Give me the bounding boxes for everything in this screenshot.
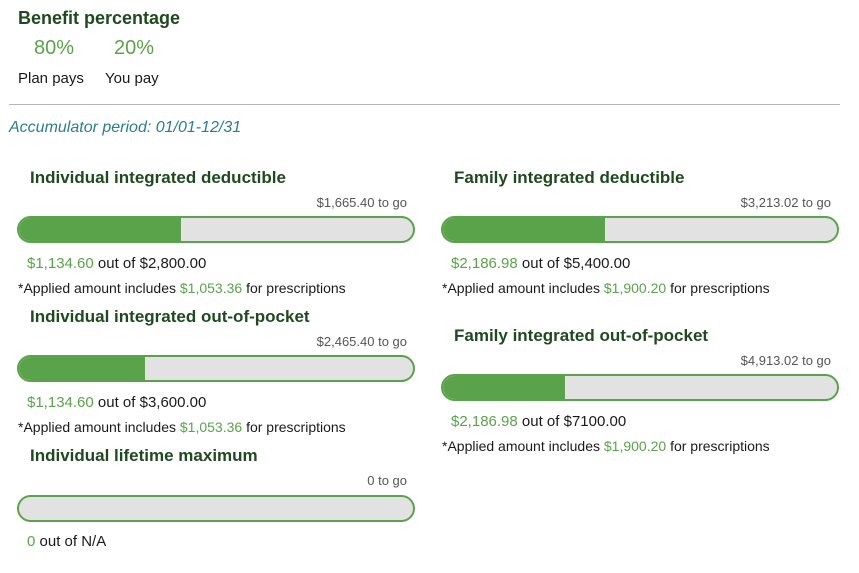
applied-amount-line: $2,186.98 out of $5,400.00 (451, 255, 630, 272)
prescription-amount: $1,053.36 (179, 419, 243, 435)
you-pay-label: You pay (105, 70, 159, 87)
applied-amount: $1,134.60 (27, 394, 94, 411)
section-title: Individual lifetime maximum (30, 446, 258, 465)
to-go-amount: 0 to go (367, 473, 407, 488)
benefit-percentage-title: Benefit percentage (18, 8, 181, 28)
applied-amount-line: $1,134.60 out of $2,800.00 (27, 255, 206, 272)
prescription-amount: $1,053.36 (179, 280, 243, 296)
progress-bar-fill (443, 376, 566, 399)
note-suffix: for prescriptions (246, 419, 346, 435)
prescriptions-note: *Applied amount includes $1,053.36 for p… (18, 419, 346, 435)
accumulator-period: Accumulator period: 01/01-12/31 (9, 119, 242, 136)
total-amount: $5,400.00 (563, 255, 631, 272)
progress-bar-fill (19, 357, 146, 380)
section-title: Individual integrated out-of-pocket (30, 307, 310, 326)
note-suffix: for prescriptions (670, 438, 770, 454)
applied-amount-line: $1,134.60 out of $3,600.00 (27, 394, 206, 411)
note-prefix: *Applied amount includes (442, 280, 600, 296)
applied-amount: $1,134.60 (27, 255, 94, 272)
out-of-label: out of (521, 255, 560, 272)
out-of-label: out of (97, 255, 136, 272)
divider (9, 104, 840, 105)
prescription-amount: $1,900.20 (603, 438, 667, 454)
to-go-amount: $1,665.40 to go (316, 195, 407, 210)
to-go-amount: $2,465.40 to go (316, 334, 407, 349)
note-prefix: *Applied amount includes (18, 419, 176, 435)
note-prefix: *Applied amount includes (442, 438, 600, 454)
applied-amount: 0 (27, 533, 36, 550)
progress-bar-fill (19, 218, 181, 241)
out-of-label: out of (521, 413, 560, 430)
section-title: Family integrated out-of-pocket (454, 326, 709, 345)
applied-amount-line: 0 out of N/A (27, 533, 106, 550)
plan-pays-label: Plan pays (18, 70, 84, 87)
progress-bar (441, 216, 839, 243)
to-go-amount: $3,213.02 to go (740, 195, 831, 210)
prescriptions-note: *Applied amount includes $1,053.36 for p… (18, 280, 346, 296)
out-of-label: out of (97, 394, 136, 411)
note-suffix: for prescriptions (246, 280, 346, 296)
note-suffix: for prescriptions (670, 280, 770, 296)
section-title: Family integrated deductible (454, 168, 685, 187)
you-pay-percent: 20% (114, 37, 155, 59)
applied-amount: $2,186.98 (451, 255, 518, 272)
prescriptions-note: *Applied amount includes $1,900.20 for p… (442, 438, 770, 454)
prescriptions-note: *Applied amount includes $1,900.20 for p… (442, 280, 770, 296)
applied-amount: $2,186.98 (451, 413, 518, 430)
total-amount: N/A (81, 533, 107, 550)
progress-bar-fill (443, 218, 605, 241)
progress-bar (441, 374, 839, 401)
section-title: Individual integrated deductible (30, 168, 286, 187)
progress-bar (17, 216, 415, 243)
out-of-label: out of (39, 533, 78, 550)
total-amount: $2,800.00 (139, 255, 207, 272)
plan-pays-percent: 80% (34, 37, 75, 59)
progress-bar (17, 495, 415, 522)
progress-bar (17, 355, 415, 382)
applied-amount-line: $2,186.98 out of $7100.00 (451, 413, 626, 430)
to-go-amount: $4,913.02 to go (740, 353, 831, 368)
total-amount: $3,600.00 (139, 394, 207, 411)
total-amount: $7100.00 (563, 413, 627, 430)
note-prefix: *Applied amount includes (18, 280, 176, 296)
prescription-amount: $1,900.20 (603, 280, 667, 296)
